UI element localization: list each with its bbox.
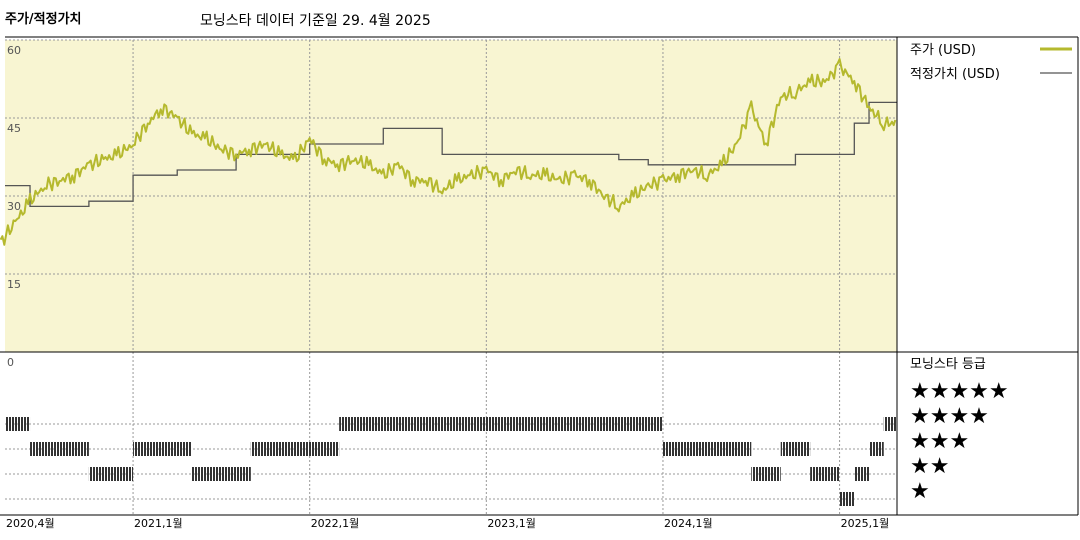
x-tick-label: 2020,4월 <box>6 517 55 530</box>
chart-frame <box>0 36 1079 516</box>
rating-bar-2-star <box>810 467 840 481</box>
rating-bar-1-star <box>839 492 855 506</box>
rating-bar-2-star <box>191 467 251 481</box>
rating-star-labels: ★★★★★★★★★★★★★★★ <box>910 379 1009 504</box>
rating-star-label: ★ <box>910 479 930 504</box>
y-tick-label: 15 <box>7 278 21 291</box>
price-series-line <box>0 58 897 246</box>
y-tick-label: 60 <box>7 44 21 57</box>
rating-bar-2-star <box>751 467 781 481</box>
rating-star-label: ★★★★★ <box>910 379 1009 404</box>
x-tick-label: 2021,1월 <box>134 517 183 530</box>
series-layer <box>0 58 897 246</box>
x-tick-label: 2025,1월 <box>841 517 890 530</box>
rating-bar-3-star <box>780 442 811 456</box>
rating-bar-3-star <box>662 442 752 456</box>
y-tick-label: 45 <box>7 122 21 135</box>
legend-fair-value-label: 적정가치 (USD) <box>910 67 1000 82</box>
rating-bars <box>5 417 897 506</box>
x-tick-label: 2022,1월 <box>311 517 360 530</box>
x-axis-ticks: 2020,4월 2021,1월 2022,1월 2023,1월 2024,1월 2025,… <box>6 517 889 530</box>
legend-price-label: 주가 (USD) <box>910 43 976 58</box>
rating-bar-3-star <box>869 442 884 456</box>
rating-bar-3-star <box>250 442 340 456</box>
rating-bar-3-star <box>30 442 89 456</box>
data-date-caption: 모닝스타 데이터 기준일 29. 4월 2025 <box>200 13 431 29</box>
rating-legend-title: 모닝스타 등급 <box>910 357 986 372</box>
rating-star-label: ★★ <box>910 454 949 479</box>
rating-star-label: ★★★★ <box>910 404 989 429</box>
y-tick-label-zero: 0 <box>7 356 14 369</box>
rating-bar-4-star <box>883 417 897 431</box>
rating-bar-3-star <box>133 442 192 456</box>
rating-bar-2-star <box>854 467 870 481</box>
x-tick-label: 2023,1월 <box>487 517 536 530</box>
fair-value-series-line <box>5 101 897 208</box>
rating-bar-4-star <box>339 417 663 431</box>
x-tick-label: 2024,1월 <box>664 517 713 530</box>
rating-bar-2-star <box>88 467 134 481</box>
rating-bar-4-star <box>5 417 31 431</box>
y-tick-label: 30 <box>7 200 21 213</box>
chart-title: 주가/적정가치 <box>5 12 82 27</box>
y-axis-ticks: 60 45 30 15 0 <box>7 44 21 369</box>
rating-star-label: ★★★ <box>910 429 969 454</box>
